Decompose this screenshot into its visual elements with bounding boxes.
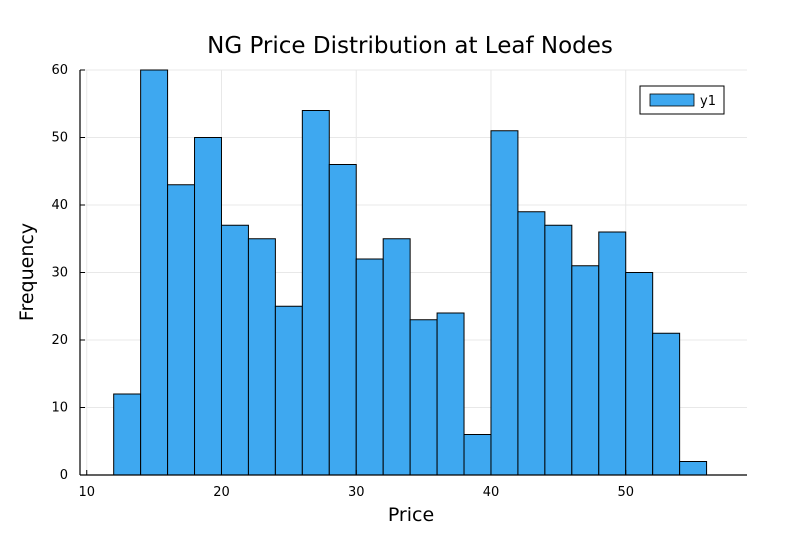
histogram-bar [598,231,627,476]
x-tick-label: 50 [617,485,634,500]
chart-title: NG Price Distribution at Leaf Nodes [207,33,613,59]
x-tick-label: 10 [78,485,95,500]
histogram-bar [113,393,142,476]
histogram-bar [301,110,330,476]
histogram-bar [220,224,249,476]
histogram-bar [328,164,357,476]
histogram-bar [571,265,600,476]
histogram-bar [409,319,438,476]
y-axis-label: Frequency [16,223,38,321]
x-tick-label: 40 [483,485,500,500]
y-tick-label: 50 [51,131,68,146]
histogram-bar [140,69,169,476]
histogram-bar [490,130,519,476]
histogram-bar [679,461,708,476]
tick-labels: 10 20 30 40 50 0 10 20 30 40 50 60 [51,63,634,500]
histogram-bar [652,332,681,476]
histogram-bar [544,224,573,476]
histogram-bar [355,258,384,476]
histogram-bar [274,305,303,476]
histogram-bar [517,211,546,476]
y-tick-label: 20 [51,333,68,348]
y-tick-label: 30 [51,266,68,281]
histogram-bar [463,434,492,476]
histogram-bar [436,312,465,476]
x-tick-label: 30 [348,485,365,500]
y-tick-label: 0 [60,468,68,483]
axes [79,69,747,476]
histogram-bar [625,272,654,476]
legend: y1 [639,85,725,115]
histogram-bar [167,184,196,476]
x-axis-label: Price [388,504,434,526]
histogram-bar [247,238,276,476]
legend-swatch [649,93,695,107]
histogram-bar [382,238,411,476]
x-tick-label: 20 [213,485,230,500]
y-tick-label: 40 [51,198,68,213]
y-tick-label: 10 [51,401,68,416]
histogram-bars [113,69,708,476]
histogram-bar [194,137,222,476]
legend-label-y1: y1 [700,94,716,109]
y-tick-label: 60 [51,63,68,78]
